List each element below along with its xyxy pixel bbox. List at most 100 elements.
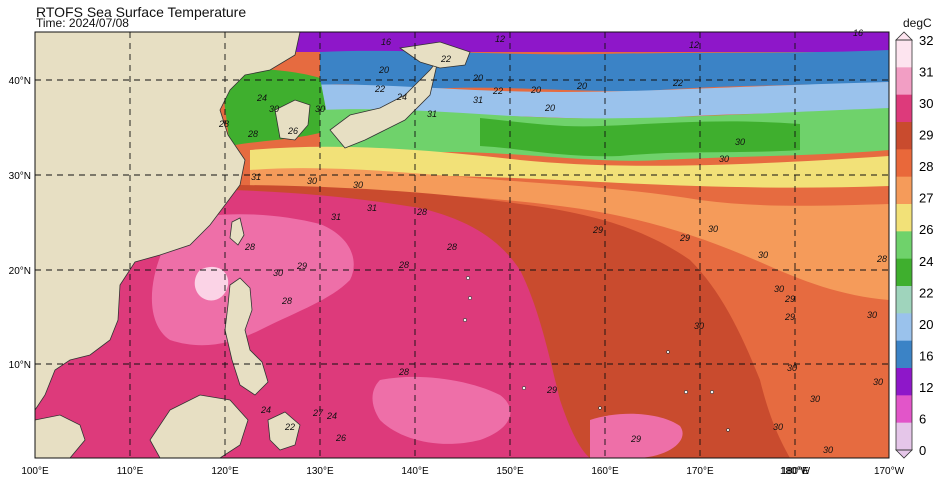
longitude-tick-label: 140°E — [401, 466, 429, 477]
landmass-asia — [35, 32, 301, 411]
sst-band-27 — [250, 168, 889, 300]
longitude-tick-label: 120°E — [211, 466, 239, 477]
contour-label: 24 — [256, 93, 267, 103]
colorbar-swatch — [896, 149, 912, 178]
contour-label: 30 — [867, 310, 877, 320]
contour-label: 30 — [823, 445, 833, 455]
contour-label: 30 — [758, 250, 768, 260]
latitude-tick-label: 10°N — [9, 360, 31, 371]
contour-label: 30 — [773, 422, 783, 432]
colorbar-swatch — [896, 204, 912, 232]
longitude-tick-label: 110°E — [117, 466, 144, 477]
contour-label: 29 — [592, 225, 603, 235]
map-frame — [34, 31, 890, 459]
contour-label: 30 — [307, 176, 317, 186]
contour-label: 20 — [472, 73, 483, 83]
colorbar-swatch — [896, 67, 912, 96]
sst-band-22 — [480, 118, 800, 157]
contour-label: 30 — [353, 180, 363, 190]
colorbar-tick-label: 6 — [919, 411, 926, 426]
contour-label: 22 — [492, 86, 503, 96]
contour-label: 28 — [398, 260, 409, 270]
colorbar-tick-label: 31 — [919, 65, 933, 80]
contour-label: 28 — [244, 242, 255, 252]
contour-label: 29 — [546, 385, 557, 395]
landmass-borneo — [149, 394, 249, 458]
contour-label: 22 — [440, 54, 451, 64]
contour-label: 30 — [273, 268, 283, 278]
contour-label: 20 — [378, 65, 389, 75]
colorbar-frame — [895, 39, 913, 451]
contour-label: 30 — [873, 377, 883, 387]
contour-label: 31 — [473, 95, 483, 105]
pacific-islands — [463, 276, 730, 432]
contour-label: 12 — [495, 34, 505, 44]
landmass-philippines — [224, 277, 269, 396]
longitude-tick-label: 150°E — [496, 466, 524, 477]
colorbar-swatch — [896, 340, 912, 369]
latitude-tick-label: 40°N — [9, 76, 31, 87]
colorbar: 32 31 30 29 28 27 26 24 22 20 16 12 6 0 — [895, 31, 933, 459]
landmass-malay-peninsula — [35, 414, 86, 458]
contour-label: 30 — [315, 104, 325, 114]
sst-band-31 — [151, 214, 354, 346]
contour-label: 30 — [810, 394, 820, 404]
contour-label: 29 — [296, 261, 307, 271]
contour-label: 24 — [326, 411, 337, 421]
sst-band-20 — [300, 82, 889, 120]
colorbar-tick-label: 32 — [919, 33, 933, 48]
longitude-tick-label: 100°E — [21, 466, 49, 477]
contour-label: 31 — [331, 212, 341, 222]
latitude-tick-label: 20°N — [9, 266, 31, 277]
map-gridlines — [35, 32, 889, 458]
sst-patch-31-southeast — [590, 413, 683, 458]
colorbar-swatch — [896, 422, 912, 451]
sst-field — [35, 32, 889, 458]
colorbar-tick-label: 22 — [919, 285, 933, 300]
contour-label: 22 — [374, 84, 385, 94]
colorbar-tick-label: 29 — [919, 128, 933, 143]
colorbar-swatch — [896, 176, 912, 205]
contour-label: 30 — [787, 363, 797, 373]
contour-label: 28 — [876, 254, 887, 264]
colorbar-tick-label: 12 — [919, 380, 933, 395]
contour-label: 31 — [427, 109, 437, 119]
colorbar-tick-label: 27 — [919, 191, 933, 206]
contour-label: 12 — [689, 40, 699, 50]
contour-label: 22 — [284, 422, 295, 432]
map-subtitle: Time: 2024/07/08 — [36, 16, 129, 30]
contour-label: 30 — [735, 137, 745, 147]
map-title: RTOFS Sea Surface Temperature — [36, 4, 247, 20]
sst-band-26 — [250, 146, 889, 188]
longitude-tick-label: 160°E — [591, 466, 619, 477]
colorbar-tick-label: 30 — [919, 96, 933, 111]
latitude-axis: 40°N 30°N 20°N 10°N — [9, 76, 31, 371]
colorbar-min-arrow — [895, 449, 913, 459]
longitude-tick-label: 170°E — [686, 466, 714, 477]
contour-label: 20 — [576, 81, 587, 91]
contour-label: 24 — [396, 92, 407, 102]
contour-label: 24 — [260, 405, 271, 415]
contour-label: 20 — [530, 85, 541, 95]
longitude-tick-label: 170°W — [874, 466, 905, 477]
colorbar-swatch — [896, 313, 912, 342]
colorbar-swatch — [896, 94, 912, 123]
sst-patch-31-south — [372, 376, 511, 444]
colorbar-tick-label: 26 — [919, 222, 933, 237]
colorbar-swatch — [896, 395, 912, 424]
longitude-tick-label: 180°E — [781, 466, 809, 477]
colorbar-swatch — [896, 122, 912, 150]
colorbar-max-arrow — [895, 31, 913, 41]
landmass-sulawesi — [267, 411, 301, 451]
contour-label: 16 — [381, 37, 391, 47]
contour-label: 26 — [287, 126, 298, 136]
contour-label: 30 — [708, 224, 718, 234]
contour-label: 30 — [774, 284, 784, 294]
contour-label: 16 — [853, 28, 863, 38]
contour-label: 31 — [367, 203, 377, 213]
longitude-tick-label: 130°E — [306, 466, 334, 477]
colorbar-tick-label: 28 — [919, 159, 933, 174]
contour-label: 28 — [416, 207, 427, 217]
